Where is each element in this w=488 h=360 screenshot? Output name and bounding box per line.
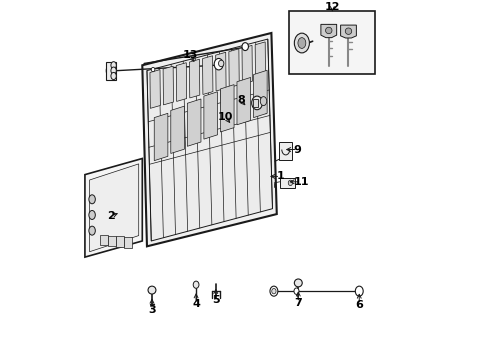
Ellipse shape: [218, 60, 224, 67]
Text: 5: 5: [212, 296, 219, 306]
Ellipse shape: [89, 226, 95, 235]
Text: 6: 6: [355, 300, 363, 310]
Text: 9: 9: [293, 144, 301, 154]
FancyBboxPatch shape: [124, 237, 132, 248]
FancyBboxPatch shape: [116, 237, 124, 247]
Ellipse shape: [242, 43, 248, 50]
Polygon shape: [163, 66, 173, 105]
Polygon shape: [253, 70, 266, 118]
Text: 11: 11: [293, 177, 308, 187]
Polygon shape: [202, 56, 212, 94]
Polygon shape: [255, 42, 265, 81]
Polygon shape: [228, 49, 239, 87]
Polygon shape: [176, 63, 186, 102]
Ellipse shape: [214, 58, 223, 70]
Polygon shape: [220, 85, 234, 132]
Ellipse shape: [111, 67, 116, 74]
Polygon shape: [187, 99, 201, 146]
FancyBboxPatch shape: [289, 11, 375, 73]
Polygon shape: [150, 69, 160, 108]
Text: 4: 4: [192, 299, 200, 309]
Ellipse shape: [287, 180, 292, 185]
Ellipse shape: [89, 211, 95, 220]
Polygon shape: [189, 59, 200, 98]
FancyBboxPatch shape: [252, 99, 258, 107]
Ellipse shape: [297, 38, 305, 48]
Ellipse shape: [148, 286, 156, 294]
Ellipse shape: [251, 96, 262, 110]
Text: 12: 12: [324, 2, 340, 12]
Polygon shape: [237, 77, 250, 125]
Polygon shape: [85, 158, 142, 257]
Ellipse shape: [260, 96, 266, 105]
Ellipse shape: [325, 27, 331, 34]
Polygon shape: [320, 24, 336, 38]
Polygon shape: [203, 92, 217, 139]
Ellipse shape: [106, 64, 115, 77]
Polygon shape: [142, 33, 276, 246]
Ellipse shape: [111, 72, 116, 80]
Ellipse shape: [355, 286, 363, 296]
Text: 8: 8: [237, 95, 244, 105]
Ellipse shape: [271, 288, 276, 294]
Ellipse shape: [111, 62, 116, 69]
Polygon shape: [279, 178, 294, 188]
Ellipse shape: [89, 195, 95, 204]
Polygon shape: [215, 52, 225, 91]
Text: 1: 1: [276, 171, 284, 181]
Polygon shape: [340, 25, 356, 38]
Ellipse shape: [193, 281, 199, 288]
FancyBboxPatch shape: [100, 235, 107, 246]
Text: 3: 3: [148, 305, 156, 315]
Ellipse shape: [345, 28, 351, 35]
Polygon shape: [170, 106, 184, 153]
Polygon shape: [147, 39, 272, 241]
Ellipse shape: [151, 67, 155, 72]
Ellipse shape: [293, 288, 298, 294]
Text: 7: 7: [294, 298, 302, 308]
Text: 13: 13: [182, 50, 197, 60]
Polygon shape: [242, 45, 252, 84]
Text: 2: 2: [107, 211, 115, 221]
Ellipse shape: [294, 279, 302, 287]
Ellipse shape: [294, 33, 309, 53]
Ellipse shape: [269, 286, 277, 296]
Polygon shape: [89, 164, 139, 252]
FancyBboxPatch shape: [279, 142, 291, 160]
FancyBboxPatch shape: [106, 62, 116, 80]
FancyBboxPatch shape: [108, 235, 116, 246]
Text: 10: 10: [218, 112, 233, 122]
Polygon shape: [154, 113, 167, 161]
